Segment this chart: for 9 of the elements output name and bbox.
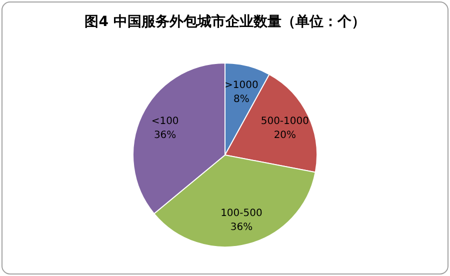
slice-label: 100-500: [220, 208, 262, 220]
slice-label: >1000: [224, 80, 258, 91]
slice-label: 500-1000: [260, 116, 310, 127]
chart-title: 图4 中国服务外包城市企业数量（单位：个）: [84, 13, 366, 30]
data-label: 36%: [230, 222, 253, 234]
data-label: 20%: [274, 130, 296, 141]
data-label: 8%: [234, 94, 250, 105]
slice-label: <100: [151, 116, 179, 127]
data-label: 36%: [154, 130, 176, 141]
